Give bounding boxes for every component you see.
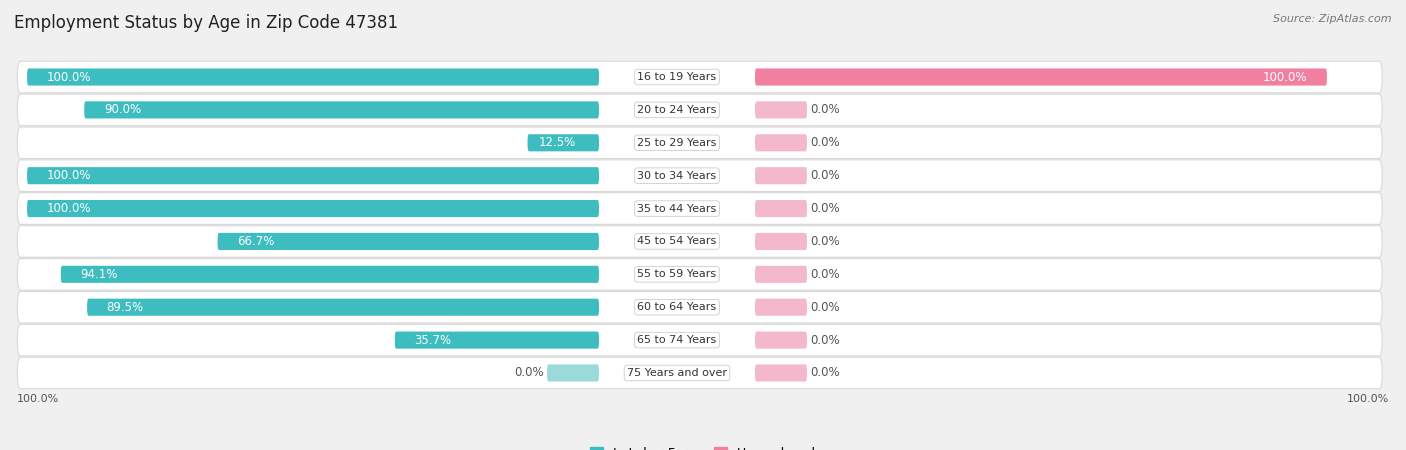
FancyBboxPatch shape xyxy=(17,193,1382,225)
FancyBboxPatch shape xyxy=(527,134,599,151)
Text: 35.7%: 35.7% xyxy=(415,333,451,346)
FancyBboxPatch shape xyxy=(755,266,807,283)
Text: 0.0%: 0.0% xyxy=(810,301,839,314)
FancyBboxPatch shape xyxy=(755,364,807,382)
FancyBboxPatch shape xyxy=(755,332,807,349)
FancyBboxPatch shape xyxy=(755,299,807,316)
Text: 55 to 59 Years: 55 to 59 Years xyxy=(637,270,717,279)
FancyBboxPatch shape xyxy=(17,61,1382,93)
FancyBboxPatch shape xyxy=(17,127,1382,158)
Text: 100.0%: 100.0% xyxy=(46,169,91,182)
FancyBboxPatch shape xyxy=(84,101,599,118)
FancyBboxPatch shape xyxy=(755,68,1327,86)
FancyBboxPatch shape xyxy=(755,167,807,184)
FancyBboxPatch shape xyxy=(17,292,1382,323)
Text: Employment Status by Age in Zip Code 47381: Employment Status by Age in Zip Code 473… xyxy=(14,14,398,32)
Text: 100.0%: 100.0% xyxy=(1263,71,1308,84)
FancyBboxPatch shape xyxy=(17,160,1382,191)
Text: 35 to 44 Years: 35 to 44 Years xyxy=(637,203,717,214)
Text: 100.0%: 100.0% xyxy=(46,71,91,84)
FancyBboxPatch shape xyxy=(755,233,807,250)
Text: 0.0%: 0.0% xyxy=(810,169,839,182)
FancyBboxPatch shape xyxy=(17,225,1382,257)
Text: 20 to 24 Years: 20 to 24 Years xyxy=(637,105,717,115)
FancyBboxPatch shape xyxy=(755,200,807,217)
Text: 75 Years and over: 75 Years and over xyxy=(627,368,727,378)
Text: 0.0%: 0.0% xyxy=(810,268,839,281)
FancyBboxPatch shape xyxy=(60,266,599,283)
FancyBboxPatch shape xyxy=(755,134,807,151)
FancyBboxPatch shape xyxy=(17,324,1382,356)
Text: 100.0%: 100.0% xyxy=(1347,394,1389,405)
Text: 0.0%: 0.0% xyxy=(810,366,839,379)
Text: 94.1%: 94.1% xyxy=(80,268,118,281)
Text: 100.0%: 100.0% xyxy=(17,394,59,405)
Text: 45 to 54 Years: 45 to 54 Years xyxy=(637,236,717,247)
FancyBboxPatch shape xyxy=(27,68,599,86)
Text: 25 to 29 Years: 25 to 29 Years xyxy=(637,138,717,148)
Text: 90.0%: 90.0% xyxy=(104,104,141,117)
Text: 100.0%: 100.0% xyxy=(46,202,91,215)
Text: Source: ZipAtlas.com: Source: ZipAtlas.com xyxy=(1274,14,1392,23)
Text: 12.5%: 12.5% xyxy=(538,136,575,149)
FancyBboxPatch shape xyxy=(395,332,599,349)
FancyBboxPatch shape xyxy=(17,357,1382,389)
FancyBboxPatch shape xyxy=(218,233,599,250)
Text: 30 to 34 Years: 30 to 34 Years xyxy=(637,171,717,180)
Text: 16 to 19 Years: 16 to 19 Years xyxy=(637,72,717,82)
FancyBboxPatch shape xyxy=(547,364,599,382)
FancyBboxPatch shape xyxy=(87,299,599,316)
FancyBboxPatch shape xyxy=(27,167,599,184)
FancyBboxPatch shape xyxy=(27,200,599,217)
FancyBboxPatch shape xyxy=(17,259,1382,290)
FancyBboxPatch shape xyxy=(755,101,807,118)
Text: 0.0%: 0.0% xyxy=(810,136,839,149)
Text: 65 to 74 Years: 65 to 74 Years xyxy=(637,335,717,345)
Text: 66.7%: 66.7% xyxy=(238,235,274,248)
Text: 0.0%: 0.0% xyxy=(810,104,839,117)
Text: 0.0%: 0.0% xyxy=(810,202,839,215)
Text: 89.5%: 89.5% xyxy=(107,301,143,314)
FancyBboxPatch shape xyxy=(17,94,1382,126)
Text: 0.0%: 0.0% xyxy=(810,333,839,346)
Text: 60 to 64 Years: 60 to 64 Years xyxy=(637,302,717,312)
Legend: In Labor Force, Unemployed: In Labor Force, Unemployed xyxy=(585,442,821,450)
Text: 0.0%: 0.0% xyxy=(515,366,544,379)
Text: 0.0%: 0.0% xyxy=(810,235,839,248)
